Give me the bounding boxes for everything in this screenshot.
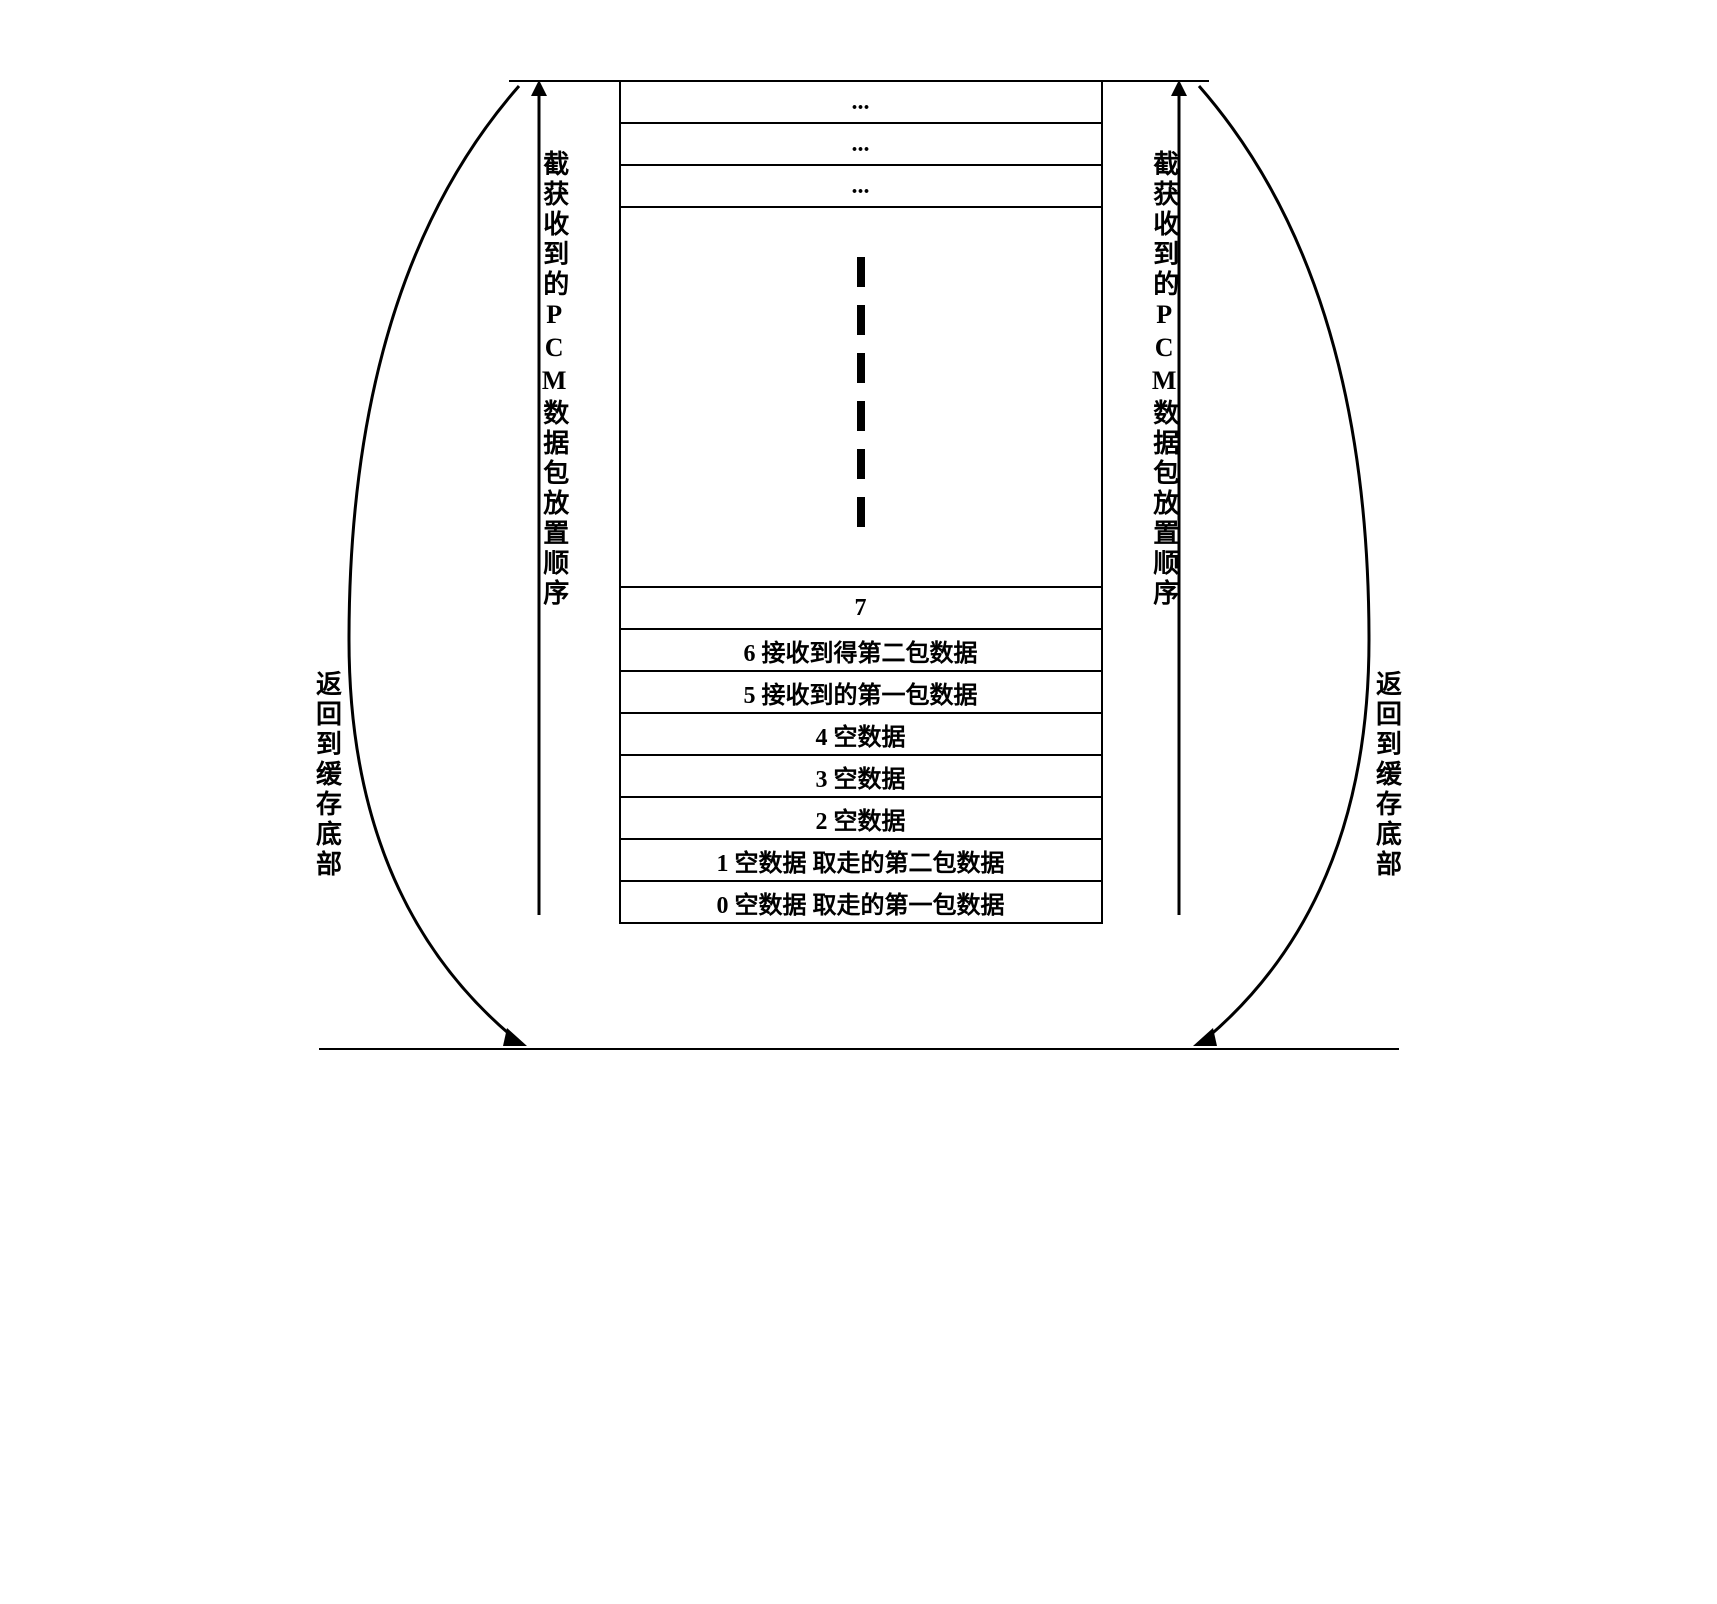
right-inner-vertical-label: 截获收到的PCM数据包放置顺序 [1149, 150, 1180, 609]
buffer-row-2: ... [621, 164, 1101, 206]
left-curved-arrow-icon [319, 80, 539, 1060]
buffer-row-5: 6 接收到得第二包数据 [621, 628, 1101, 670]
buffer-row-10: 1 空数据 取走的第二包数据 [621, 838, 1101, 880]
diagram-container: 截获收到的PCM数据包放置顺序 截获收到的PCM数据包放置顺序 返回到缓存底部 … [259, 40, 1459, 1140]
buffer-stack: ... ... ... 7 6 接收到得第二包数据 5 接收到的第一包数据 4 … [619, 80, 1103, 924]
buffer-row-7: 4 空数据 [621, 712, 1101, 754]
vertical-dash-icon [857, 257, 865, 537]
buffer-row-1: ... [621, 122, 1101, 164]
buffer-row-0: ... [621, 80, 1101, 122]
right-outer-vertical-label: 返回到缓存底部 [1369, 670, 1406, 880]
buffer-row-4: 7 [621, 586, 1101, 628]
right-curved-arrow-icon [1179, 80, 1399, 1060]
buffer-row-9: 2 空数据 [621, 796, 1101, 838]
left-outer-vertical-label: 返回到缓存底部 [309, 670, 346, 880]
buffer-row-6: 5 接收到的第一包数据 [621, 670, 1101, 712]
buffer-row-11: 0 空数据 取走的第一包数据 [621, 880, 1101, 922]
left-inner-vertical-label: 截获收到的PCM数据包放置顺序 [539, 150, 570, 609]
buffer-row-dashed [621, 206, 1101, 586]
buffer-row-8: 3 空数据 [621, 754, 1101, 796]
